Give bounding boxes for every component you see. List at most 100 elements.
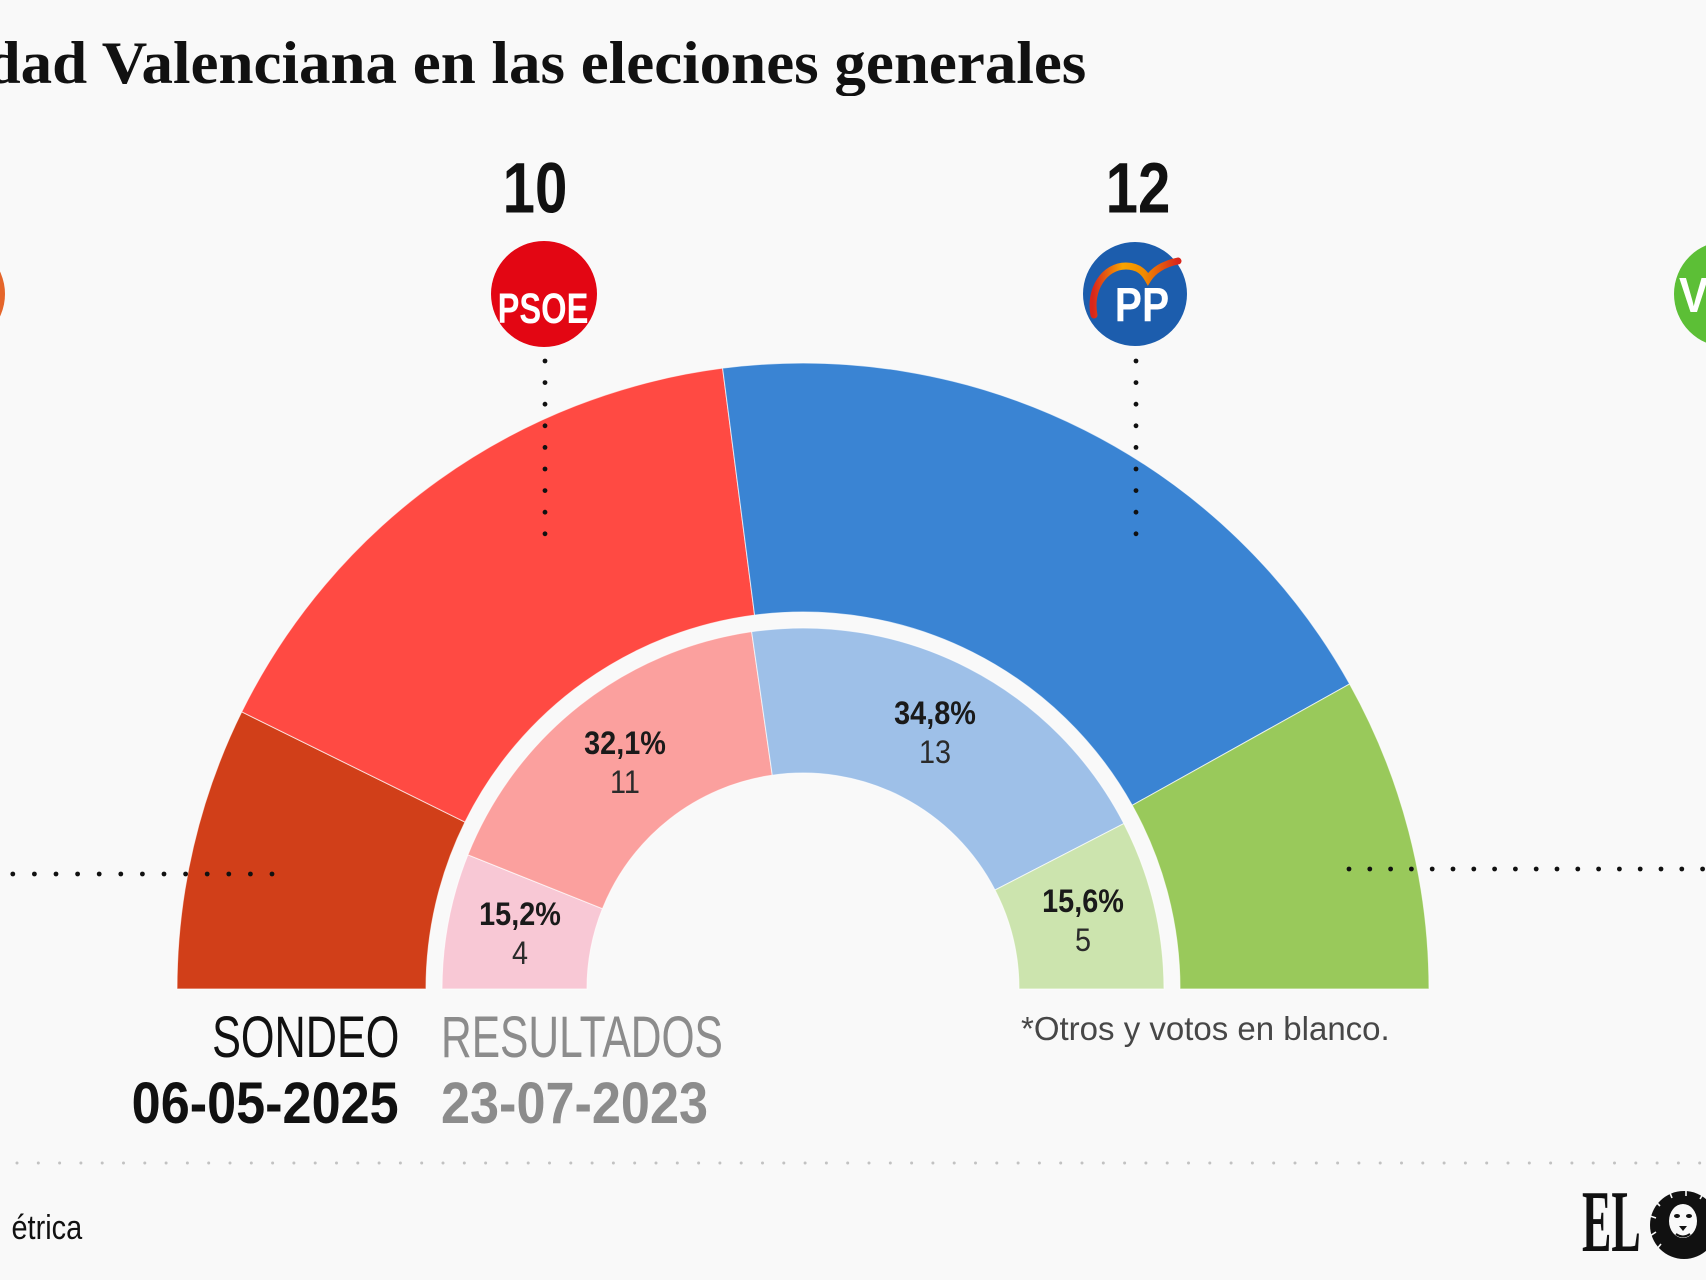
resultados-ring — [441, 627, 1165, 990]
divider-dot — [1101, 1161, 1105, 1165]
divider-dot — [1229, 1161, 1233, 1165]
vote-pct-label: 15,2% — [479, 896, 562, 933]
leader-dot — [1133, 401, 1139, 407]
divider-dot — [803, 1161, 807, 1165]
divider-dot — [867, 1161, 871, 1165]
leader-dot — [542, 531, 548, 537]
leader-dot — [1367, 866, 1373, 872]
divider-dot — [100, 1161, 104, 1165]
divider-dot — [1421, 1161, 1425, 1165]
divider-dot — [1442, 1161, 1446, 1165]
leader-dot — [542, 488, 548, 493]
divider-dot — [1059, 1161, 1063, 1165]
leader-dot — [1554, 866, 1560, 872]
psoe-logo-circle — [491, 241, 597, 347]
divider-dot — [377, 1161, 381, 1165]
leader-dot — [542, 401, 548, 407]
divider-dot — [462, 1161, 466, 1165]
lion-nose — [1679, 1226, 1687, 1231]
divider-dot — [1591, 1161, 1595, 1165]
vote-pct-label: 15,6% — [1042, 883, 1124, 920]
divider-dot — [611, 1161, 615, 1165]
leader-dot — [1575, 866, 1581, 872]
divider-dot — [1037, 1161, 1041, 1165]
divider-dot — [441, 1161, 445, 1165]
divider-dot — [1378, 1161, 1382, 1165]
leader-dot — [1388, 866, 1393, 872]
leader-dot — [1492, 866, 1497, 872]
leader-dot — [204, 871, 210, 877]
divider-dot — [1272, 1161, 1276, 1165]
divider-dot — [1357, 1161, 1361, 1165]
leader-dot — [542, 466, 548, 472]
footer-divider — [15, 1161, 1702, 1165]
leader-dot — [1596, 866, 1601, 872]
leader-dot — [1133, 531, 1139, 537]
divider-dot — [782, 1161, 786, 1165]
leader-dot — [1346, 866, 1352, 872]
source-credit: étrica — [11, 1209, 82, 1247]
divider-dot — [1613, 1161, 1616, 1165]
vote-pct-label: 32,1% — [584, 724, 666, 761]
lion-mane-strands — [1649, 1191, 1704, 1251]
leader-dot — [248, 871, 253, 877]
divider-dot — [1314, 1161, 1318, 1165]
leader-dot — [1429, 866, 1435, 872]
leader-lines — [10, 358, 1705, 877]
leader-dot — [542, 423, 548, 429]
sondeo-date: 06-05-2025 — [131, 1071, 399, 1136]
chart-title: dad Valenciana en las eleciones generale… — [0, 30, 1086, 96]
divider-dot — [718, 1161, 722, 1165]
lion-icon — [1649, 1191, 1706, 1259]
divider-dot — [164, 1161, 168, 1165]
divider-dot — [185, 1161, 189, 1165]
divider-dot — [739, 1161, 743, 1165]
divider-dot — [313, 1161, 317, 1165]
segment-label: 15,6% 5 — [1038, 882, 1129, 960]
leader-dot — [140, 871, 145, 877]
divider-dot — [590, 1161, 594, 1165]
leader-dot — [10, 871, 16, 877]
divider-dot — [249, 1161, 253, 1165]
divider-dot — [1570, 1161, 1574, 1165]
divider-dot — [1549, 1161, 1553, 1165]
brand-logo-text: EL — [1582, 1174, 1641, 1271]
leader-dot — [542, 380, 548, 385]
leader-dot — [1450, 866, 1456, 872]
divider-dot — [1187, 1161, 1190, 1165]
leader-dot — [75, 871, 80, 877]
pp-logo-text: PP — [1115, 279, 1169, 332]
divider-dot — [122, 1161, 125, 1165]
vote-pct-label: 34,8% — [894, 695, 976, 731]
leader-dot — [1700, 866, 1705, 872]
divider-dot — [228, 1161, 232, 1165]
divider-dot — [846, 1161, 850, 1165]
pp-gull-icon — [1089, 257, 1182, 319]
divider-dot — [654, 1161, 658, 1165]
divider-dot — [526, 1161, 530, 1165]
leader-dot — [269, 871, 275, 877]
divider-dot — [356, 1161, 360, 1165]
leader-dot — [183, 871, 189, 877]
leader-dot — [32, 871, 37, 877]
seats-label: 4 — [512, 935, 529, 972]
lion-eye-left — [1674, 1214, 1680, 1218]
leader-dot — [542, 358, 548, 364]
leader-dot — [1637, 866, 1643, 872]
divider-dot — [1485, 1161, 1489, 1165]
divider-dot — [548, 1161, 551, 1165]
divider-dot — [569, 1161, 573, 1165]
divider-dot — [335, 1161, 338, 1165]
divider-dot — [633, 1161, 637, 1165]
divider-dot — [1506, 1161, 1510, 1165]
vox-logo-circle — [1674, 245, 1706, 343]
divider-dot — [1080, 1161, 1084, 1165]
resultados-segment-4 — [994, 822, 1165, 990]
divider-dot — [58, 1161, 62, 1165]
sondeo-label: SONDEO — [211, 1005, 399, 1070]
divider-dot — [888, 1161, 892, 1165]
divider-dot — [1016, 1161, 1020, 1165]
leader-dot — [1679, 866, 1685, 872]
leader-dot — [53, 871, 59, 877]
